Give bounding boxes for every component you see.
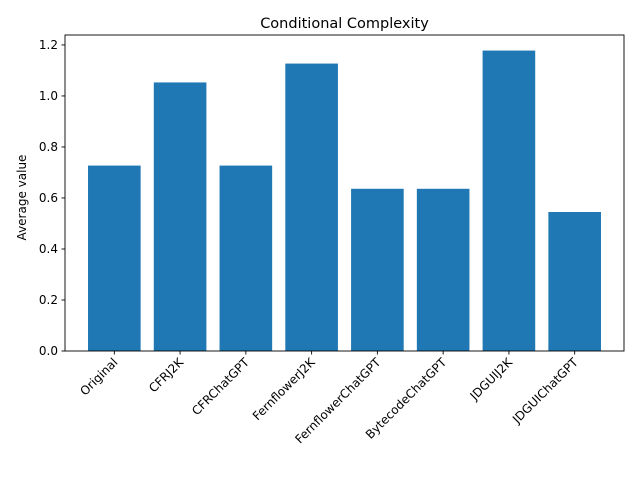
bar-cfrchatgpt	[219, 165, 273, 351]
y-tick-label: 0.2	[39, 293, 58, 307]
bar-jdguichatgpt	[548, 212, 601, 351]
chart-title: Conditional Complexity	[260, 16, 429, 32]
bar-jdguij2k	[482, 50, 536, 351]
bar-fernflowerchatgpt	[351, 188, 404, 351]
y-tick-label: 1.0	[39, 89, 58, 103]
y-axis-label: Average value	[15, 155, 29, 241]
y-tick-label: 0.8	[39, 140, 58, 154]
y-tick-label: 0.4	[39, 242, 58, 256]
bar-bytecodechatgpt	[416, 188, 470, 351]
y-tick-label: 1.2	[39, 38, 58, 52]
bar-cfrj2k	[153, 82, 207, 351]
bar-fernflowerj2k	[285, 63, 338, 351]
y-tick-label: 0.6	[39, 191, 58, 205]
bar-original	[88, 165, 141, 351]
y-ticks-layer: 0.0 0.2 0.4 0.6 0.8 1.0 1.2	[39, 38, 65, 358]
bars-layer	[88, 50, 601, 351]
plot-area-frame	[64, 34, 625, 352]
y-tick-label: 0.0	[39, 344, 58, 358]
